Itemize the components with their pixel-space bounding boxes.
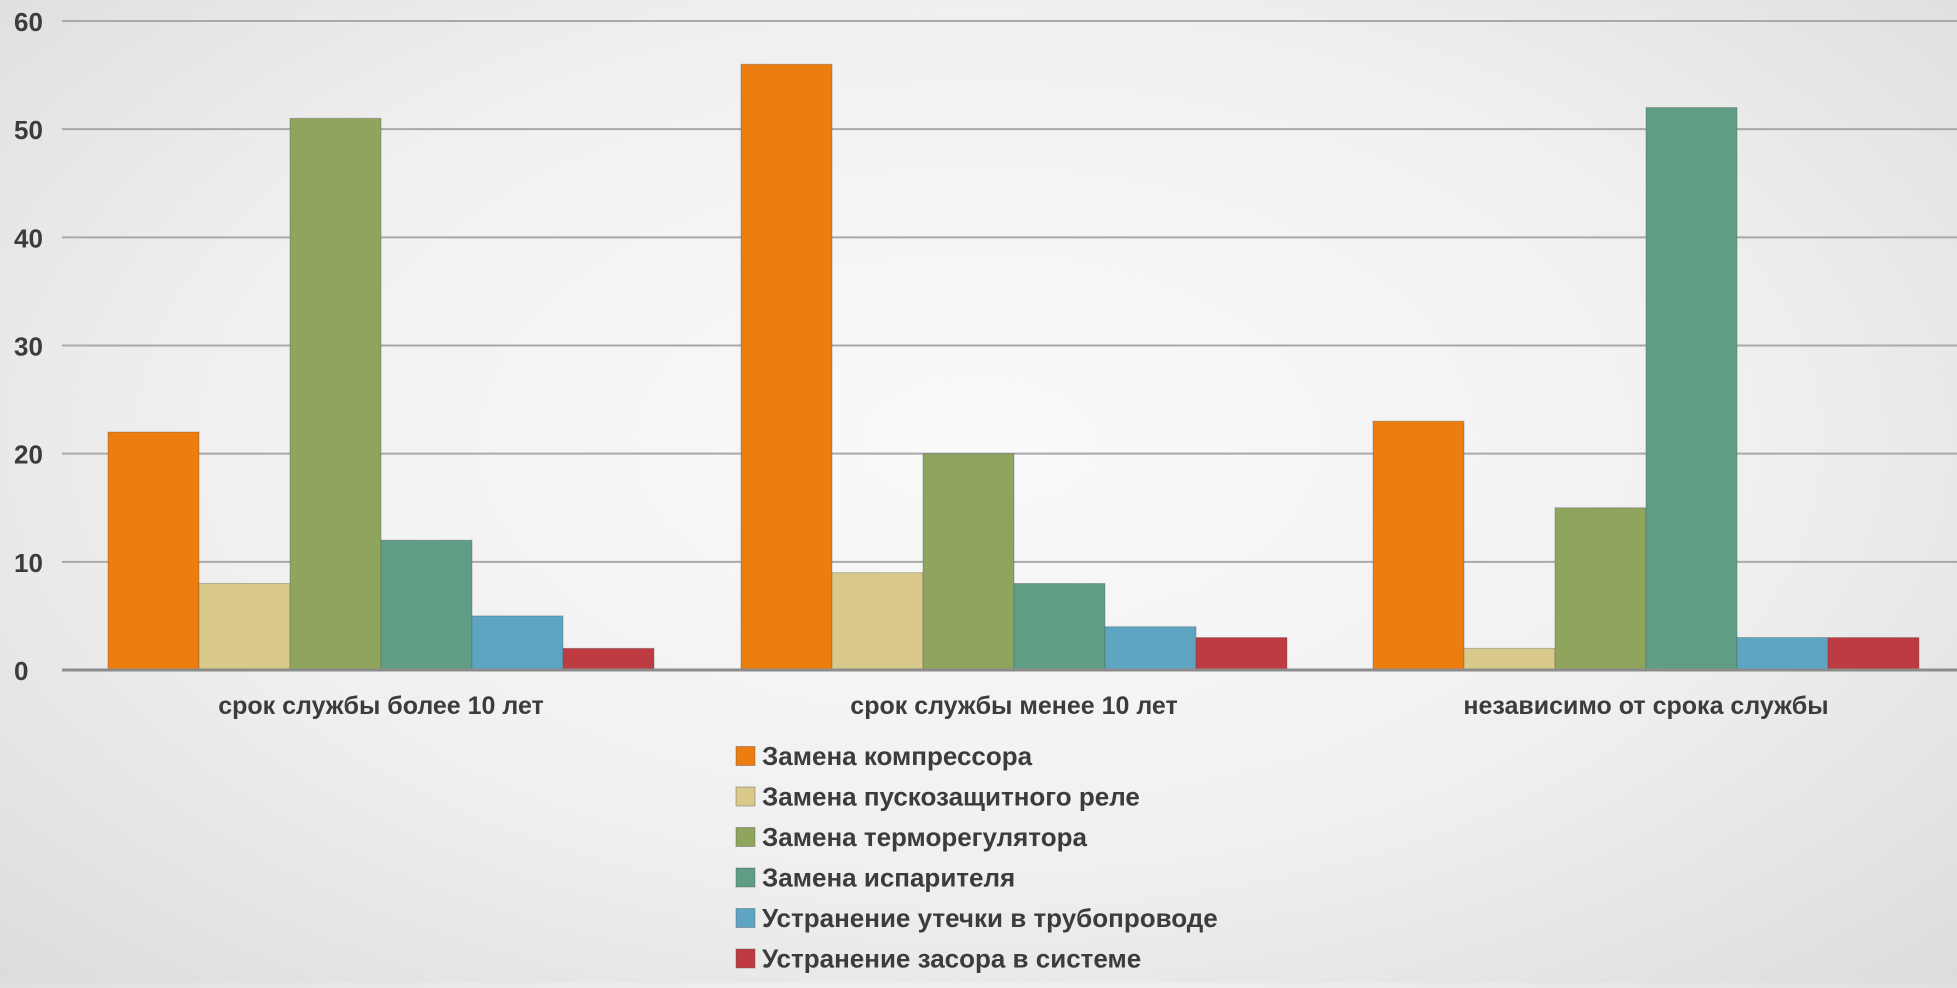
legend-label: Замена пускозащитного реле	[762, 782, 1140, 812]
bar-2-series-2	[831, 572, 924, 671]
bar-1-series-2	[198, 582, 291, 671]
y-tick-label: 40	[14, 223, 43, 253]
legend-swatch	[735, 827, 756, 847]
legend-label: Устранение утечки в трубопроводе	[762, 903, 1218, 933]
bar-2-series-3	[922, 453, 1015, 671]
y-tick-label: 60	[14, 7, 43, 37]
bar-1-series-5	[471, 615, 564, 671]
bar-3-series-3	[1554, 507, 1647, 671]
y-tick-label: 30	[14, 332, 43, 362]
bar-2-series-1	[740, 63, 833, 671]
legend-label: Замена испарителя	[762, 863, 1015, 893]
legend-swatch	[735, 746, 756, 766]
legend-label: Устранение засора в системе	[762, 944, 1141, 974]
legend-swatch	[735, 908, 756, 928]
legend: Замена компрессора Замена пускозащитного …	[735, 741, 1218, 974]
bar-1-series-4	[380, 539, 473, 671]
legend-swatch	[735, 948, 756, 969]
legend-label: Замена терморегулятора	[762, 822, 1087, 852]
y-tick-label: 0	[14, 656, 28, 686]
bar-3-series-5	[1736, 637, 1829, 671]
legend-label: Замена компрессора	[762, 741, 1033, 771]
bar-2-series-6	[1195, 637, 1288, 671]
category-label: независимо от срока службы	[1463, 692, 1828, 720]
category-label: срок службы более 10 лет	[218, 692, 544, 720]
category-label: срок службы менее 10 лет	[850, 692, 1177, 720]
bars	[107, 63, 1920, 671]
y-tick-label: 50	[14, 115, 43, 145]
y-tick-label: 10	[14, 548, 43, 578]
legend-swatch	[735, 867, 756, 888]
bar-1-series-6	[562, 647, 655, 671]
bar-3-series-2	[1463, 647, 1556, 671]
bar-1-series-1	[107, 431, 200, 671]
bar-3-series-6	[1827, 637, 1920, 671]
y-tick-label: 20	[14, 440, 43, 470]
bar-3-series-1	[1372, 420, 1465, 671]
bar-2-series-4	[1013, 582, 1106, 671]
bar-3-series-4	[1645, 107, 1738, 671]
category-labels: срок службы более 10 лет срок службы мене…	[218, 692, 1828, 720]
bar-1-series-3	[289, 117, 382, 671]
y-axis-tick-labels: 0 10 20 30 40 50 60	[14, 7, 43, 686]
bar-2-series-5	[1104, 626, 1197, 671]
legend-swatch	[735, 786, 756, 807]
